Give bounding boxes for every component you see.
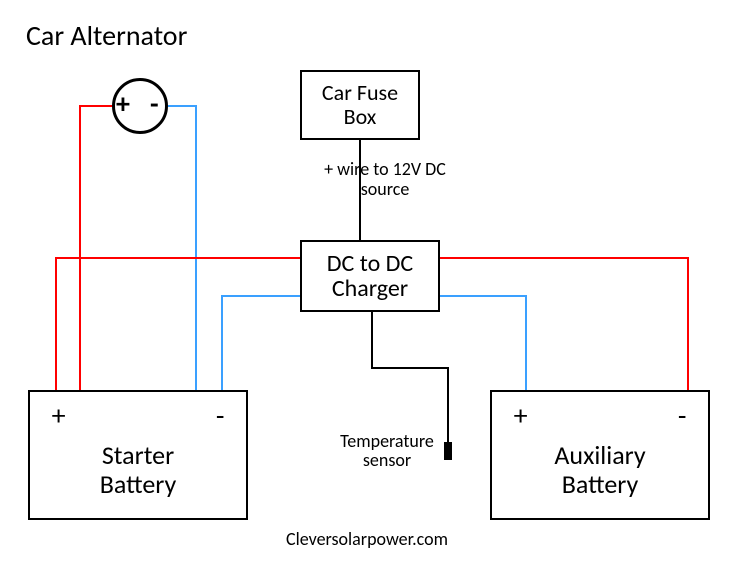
starter-label: Starter Battery (100, 441, 176, 498)
starter-minus: - (216, 398, 225, 433)
aux-minus: - (678, 398, 687, 433)
wire (56, 258, 300, 390)
charger-box: DC to DC Charger (300, 240, 440, 312)
aux-battery-box: + - Auxiliary Battery (490, 390, 710, 520)
wire (80, 106, 112, 390)
alternator-minus: - (150, 86, 159, 121)
charger-label: DC to DC Charger (327, 251, 413, 301)
starter-plus: + (52, 398, 66, 433)
annot-temp-sensor: Temperature sensor (332, 432, 442, 470)
wire (168, 106, 196, 390)
wire (372, 312, 448, 442)
fuse-box: Car Fuse Box (300, 70, 420, 140)
starter-battery-box: + - Starter Battery (28, 390, 248, 520)
aux-label: Auxiliary Battery (554, 441, 645, 498)
annot-12v: + wire to 12V DC source (310, 160, 460, 200)
wire (440, 258, 688, 390)
alternator-plus: + (116, 86, 130, 121)
aux-plus: + (514, 398, 528, 433)
diagram-canvas: Car Alternator + - Car Fuse Box + wire t… (0, 0, 734, 562)
wire (440, 296, 526, 390)
footer-credit: Cleversolarpower.com (0, 528, 734, 550)
fuse-box-label: Car Fuse Box (322, 81, 398, 129)
wire (222, 296, 300, 390)
sensor-tip (444, 442, 452, 460)
